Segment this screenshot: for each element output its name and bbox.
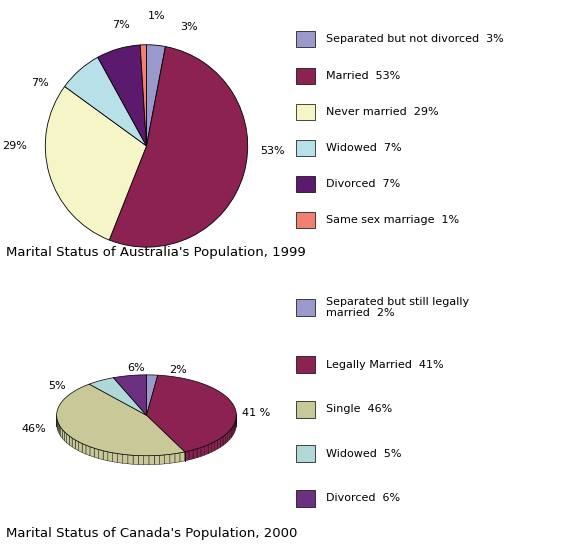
Polygon shape <box>57 420 58 431</box>
Text: Never married  29%: Never married 29% <box>326 107 439 117</box>
Bar <box>296 31 315 47</box>
Polygon shape <box>217 438 220 449</box>
Text: Divorced  7%: Divorced 7% <box>326 179 400 189</box>
Polygon shape <box>193 449 197 459</box>
Polygon shape <box>226 433 227 444</box>
Polygon shape <box>79 441 82 453</box>
Text: 29%: 29% <box>2 141 28 151</box>
Polygon shape <box>220 436 223 447</box>
Polygon shape <box>122 454 128 464</box>
Polygon shape <box>223 435 226 445</box>
Bar <box>296 401 315 418</box>
Polygon shape <box>57 384 185 456</box>
Text: Divorced  6%: Divorced 6% <box>326 493 400 503</box>
Bar <box>296 490 315 507</box>
Wedge shape <box>109 47 248 247</box>
Polygon shape <box>146 375 236 452</box>
Polygon shape <box>154 455 159 465</box>
Polygon shape <box>227 431 230 442</box>
Text: 5%: 5% <box>48 381 66 391</box>
Polygon shape <box>170 454 175 463</box>
Polygon shape <box>128 455 133 464</box>
Polygon shape <box>62 429 64 441</box>
Bar <box>296 68 315 83</box>
Polygon shape <box>231 427 233 438</box>
Bar <box>296 299 315 316</box>
Polygon shape <box>212 441 214 452</box>
Polygon shape <box>108 452 113 461</box>
Text: 6%: 6% <box>127 363 145 373</box>
Polygon shape <box>197 448 201 458</box>
Text: 46%: 46% <box>22 424 46 434</box>
Polygon shape <box>69 436 72 447</box>
Polygon shape <box>189 450 193 460</box>
Polygon shape <box>61 427 62 439</box>
Polygon shape <box>205 445 208 455</box>
Polygon shape <box>89 378 146 415</box>
Text: Same sex marriage  1%: Same sex marriage 1% <box>326 215 459 225</box>
Polygon shape <box>133 455 138 465</box>
Polygon shape <box>165 454 170 464</box>
Text: 7%: 7% <box>113 19 130 29</box>
Polygon shape <box>64 431 67 443</box>
Polygon shape <box>144 456 149 465</box>
Polygon shape <box>201 446 205 456</box>
Text: Single  46%: Single 46% <box>326 404 392 414</box>
Polygon shape <box>94 448 98 459</box>
Text: 2%: 2% <box>169 365 187 375</box>
Polygon shape <box>234 423 235 434</box>
Wedge shape <box>64 57 146 146</box>
Text: Marital Status of Canada's Population, 2000: Marital Status of Canada's Population, 2… <box>6 527 297 540</box>
Bar <box>296 445 315 462</box>
Polygon shape <box>72 438 75 449</box>
Polygon shape <box>233 425 234 436</box>
Polygon shape <box>103 451 108 461</box>
Text: Widowed  5%: Widowed 5% <box>326 449 401 459</box>
Polygon shape <box>59 425 61 436</box>
Polygon shape <box>230 429 231 440</box>
Wedge shape <box>45 87 146 240</box>
Text: Separated but not divorced  3%: Separated but not divorced 3% <box>326 34 504 44</box>
Polygon shape <box>185 451 189 461</box>
Bar <box>296 104 315 120</box>
Polygon shape <box>98 449 103 460</box>
Text: Separated but still legally
married  2%: Separated but still legally married 2% <box>326 296 469 318</box>
Text: 41 %: 41 % <box>242 408 270 418</box>
Polygon shape <box>90 446 94 457</box>
Polygon shape <box>75 440 79 451</box>
Text: 1%: 1% <box>148 12 165 22</box>
Bar <box>296 356 315 374</box>
Polygon shape <box>113 453 118 463</box>
Polygon shape <box>146 375 158 415</box>
Text: Married  53%: Married 53% <box>326 71 400 81</box>
Bar <box>296 140 315 156</box>
Polygon shape <box>114 375 146 415</box>
Text: 7%: 7% <box>32 78 49 88</box>
Polygon shape <box>235 420 236 431</box>
Polygon shape <box>159 455 165 464</box>
Polygon shape <box>86 445 90 456</box>
Polygon shape <box>58 423 59 434</box>
Polygon shape <box>149 455 154 465</box>
Polygon shape <box>180 452 185 462</box>
Text: 3%: 3% <box>180 22 198 32</box>
Text: Widowed  7%: Widowed 7% <box>326 143 401 153</box>
Wedge shape <box>140 44 146 146</box>
Bar <box>296 212 315 229</box>
Bar <box>296 176 315 192</box>
Polygon shape <box>138 455 144 465</box>
Polygon shape <box>118 454 122 463</box>
Text: Marital Status of Australia's Population, 1999: Marital Status of Australia's Population… <box>6 246 306 260</box>
Polygon shape <box>214 440 217 451</box>
Wedge shape <box>98 45 146 146</box>
Polygon shape <box>208 443 212 454</box>
Polygon shape <box>67 434 69 445</box>
Polygon shape <box>175 453 180 463</box>
Polygon shape <box>82 444 86 454</box>
Wedge shape <box>146 44 165 146</box>
Text: 53%: 53% <box>261 146 285 156</box>
Text: Legally Married  41%: Legally Married 41% <box>326 360 444 370</box>
